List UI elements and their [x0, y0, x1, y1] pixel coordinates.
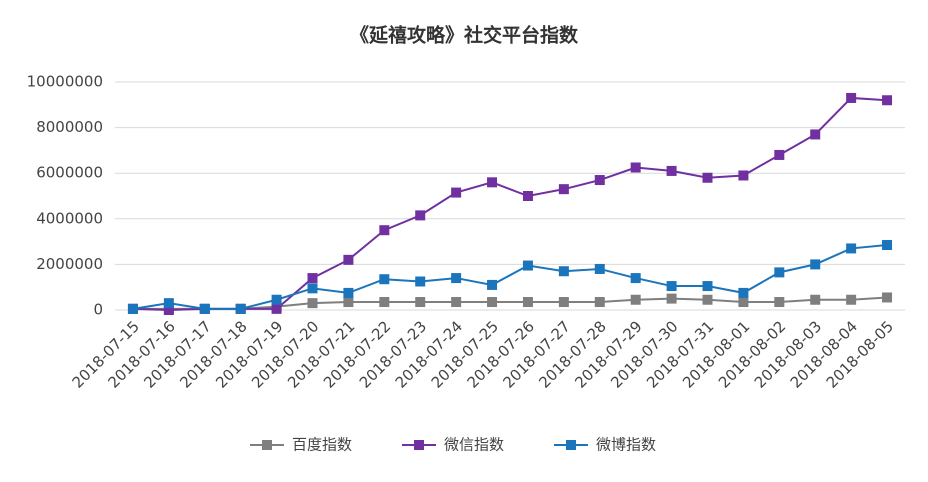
point [487, 177, 498, 188]
point [199, 303, 210, 314]
point [522, 260, 533, 271]
y-tick-label: 4000000 [36, 209, 103, 227]
point [810, 294, 821, 305]
point [522, 191, 533, 201]
point [487, 297, 498, 308]
point [774, 267, 785, 278]
legend-marker [414, 440, 424, 450]
point [882, 292, 893, 303]
point [451, 297, 462, 308]
point [343, 287, 354, 298]
point [702, 172, 713, 183]
point [415, 210, 426, 221]
point [307, 298, 318, 309]
point [594, 297, 605, 308]
point [379, 225, 390, 236]
point [415, 276, 426, 287]
point [163, 298, 174, 309]
point [630, 294, 641, 305]
point [271, 303, 282, 314]
point [343, 254, 354, 265]
point [666, 281, 677, 292]
legend-label: 微信指数 [444, 436, 504, 454]
y-tick-label: 0 [93, 301, 103, 319]
series-line [132, 96, 888, 312]
point [846, 243, 857, 254]
point [846, 92, 857, 103]
point [451, 187, 462, 198]
point [810, 259, 821, 270]
point [307, 273, 318, 284]
point [487, 279, 498, 290]
point [594, 175, 605, 186]
point [738, 297, 749, 308]
point [558, 297, 569, 308]
point [882, 95, 893, 106]
point [379, 274, 390, 285]
point [343, 297, 354, 308]
point [738, 287, 749, 298]
y-tick-label: 2000000 [36, 255, 103, 273]
point [810, 129, 821, 140]
point [522, 297, 533, 308]
point [271, 294, 282, 305]
legend-label: 百度指数 [292, 436, 352, 454]
point [702, 281, 713, 292]
y-tick-label: 10000000 [27, 73, 103, 91]
point [666, 165, 677, 176]
legend-label: 微博指数 [596, 436, 656, 454]
point [702, 294, 713, 305]
point [451, 273, 462, 284]
point [630, 273, 641, 284]
y-tick-label: 6000000 [36, 164, 103, 182]
series-line [132, 296, 888, 310]
point [558, 266, 569, 277]
point [163, 305, 174, 315]
point [127, 303, 138, 314]
point [882, 240, 893, 251]
point [630, 162, 641, 173]
point [379, 297, 390, 308]
point [666, 293, 677, 304]
point [774, 297, 785, 308]
point [846, 294, 857, 305]
y-tick-label: 8000000 [36, 118, 103, 136]
point [774, 149, 785, 160]
point [558, 184, 569, 195]
point [594, 263, 605, 274]
series-line [132, 244, 888, 310]
legend-marker [262, 440, 272, 450]
point [235, 303, 246, 314]
legend-marker [566, 440, 576, 450]
point [415, 297, 426, 308]
point [307, 283, 318, 294]
point [738, 170, 749, 181]
chart-title: 《延禧攻略》社交平台指数 [350, 24, 579, 47]
